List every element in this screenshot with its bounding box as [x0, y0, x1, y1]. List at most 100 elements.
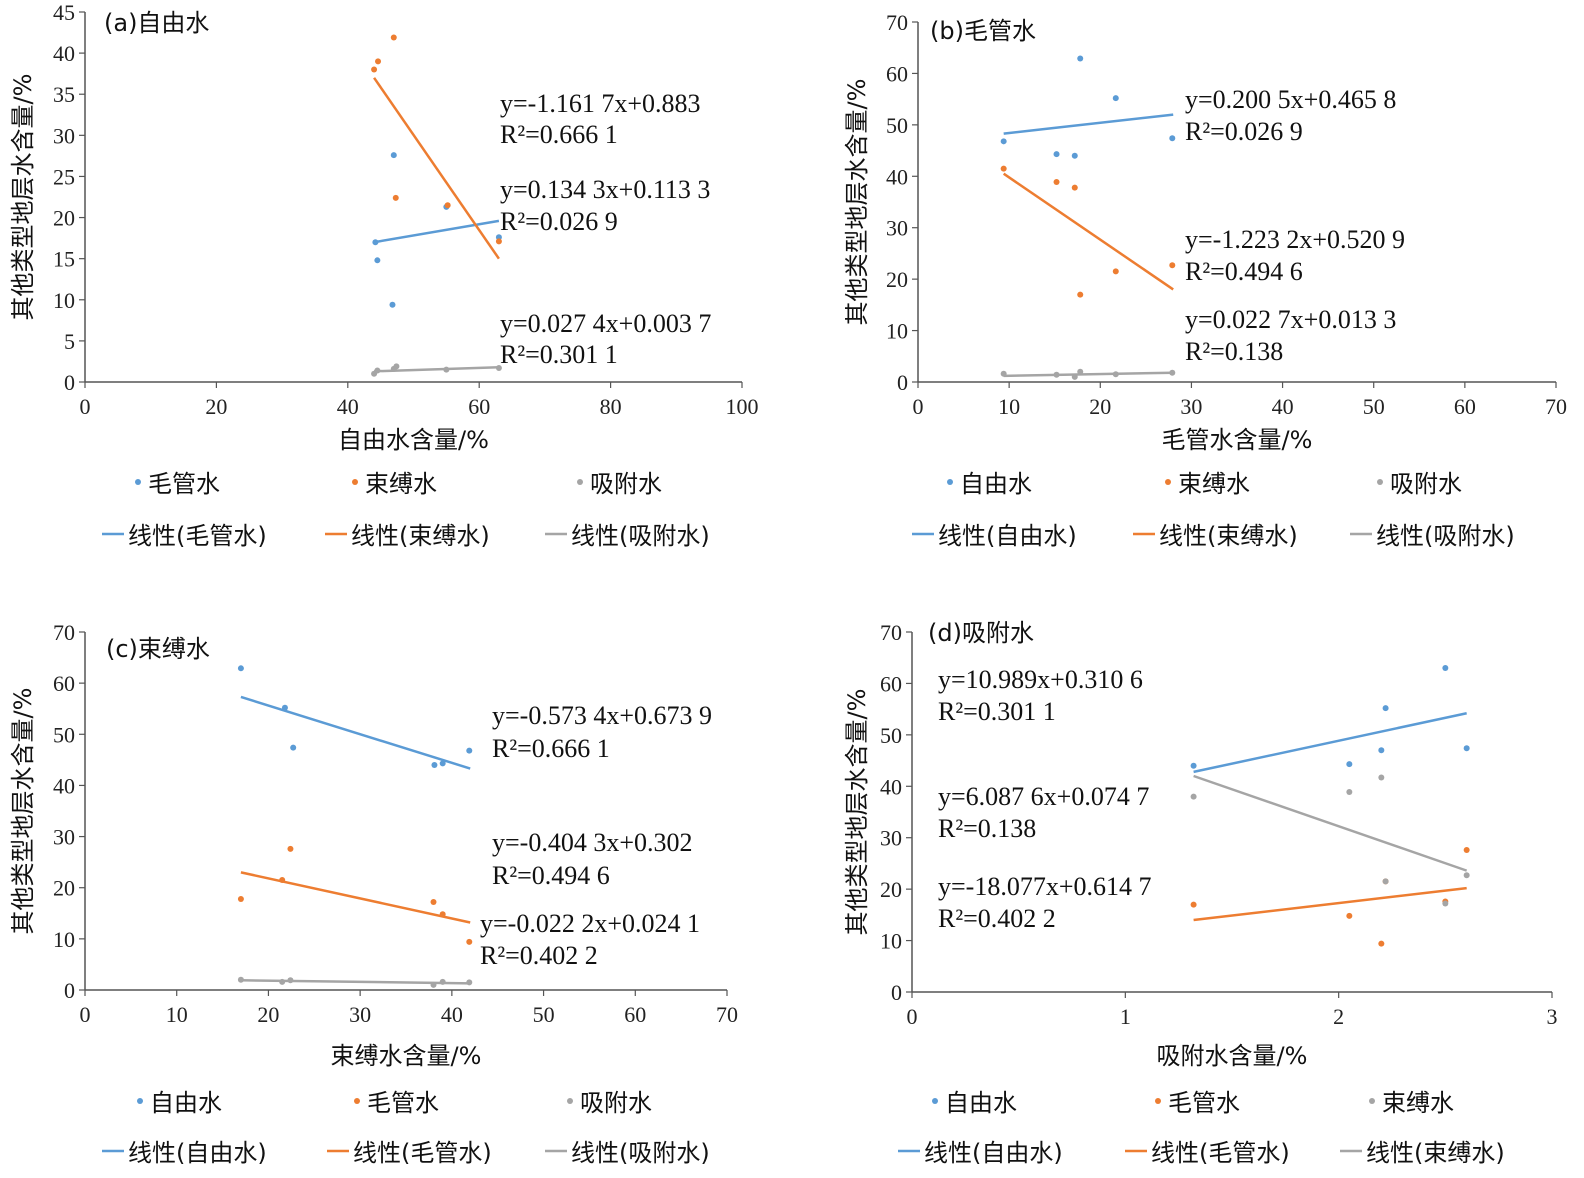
- data-point-orange: [371, 66, 378, 73]
- legend-trend-label: 线性(毛管水): [353, 1139, 492, 1167]
- r-squared-label: R²=0.494 6: [492, 861, 610, 890]
- legend-series-label: 吸附水: [1390, 470, 1462, 498]
- y-tick-label: 40: [53, 41, 75, 66]
- regression-equation: y=-0.022 2x+0.024 1: [480, 909, 700, 938]
- y-tick-label: 30: [53, 123, 75, 148]
- x-tick-label: 0: [80, 1002, 91, 1027]
- data-point-gray: [1190, 793, 1197, 800]
- regression-equation: y=-1.223 2x+0.520 9: [1185, 225, 1405, 254]
- x-axis-label: 吸附水含量/%: [1157, 1042, 1308, 1070]
- legend-trend-label: 线性(束缚水): [1366, 1139, 1505, 1167]
- y-tick-label: 50: [886, 113, 908, 138]
- r-squared-label: R²=0.301 1: [938, 697, 1056, 726]
- y-tick-label: 25: [53, 164, 75, 189]
- data-point-orange: [390, 34, 397, 41]
- legend-marker: [137, 1098, 143, 1104]
- r-squared-label: R²=0.301 1: [500, 340, 618, 369]
- data-point-orange: [375, 58, 382, 65]
- x-tick-label: 10: [166, 1002, 188, 1027]
- y-tick-label: 15: [53, 247, 75, 272]
- x-axis-label: 束缚水含量/%: [331, 1042, 482, 1070]
- data-point-blue: [281, 704, 288, 711]
- trend-line-gray: [1193, 774, 1468, 872]
- data-point-gray: [1112, 371, 1119, 378]
- x-tick-label: 40: [441, 1002, 463, 1027]
- legend-trend-label: 线性(束缚水): [1159, 522, 1298, 550]
- data-point-gray: [374, 367, 381, 374]
- y-tick-label: 20: [880, 877, 902, 902]
- y-tick-label: 60: [886, 61, 908, 86]
- data-point-blue: [237, 665, 244, 672]
- data-point-blue: [290, 744, 297, 751]
- trend-line-gray: [240, 979, 471, 985]
- r-squared-label: R²=0.666 1: [500, 120, 618, 149]
- legend-series-label: 吸附水: [580, 1089, 652, 1117]
- y-tick-label: 35: [53, 82, 75, 107]
- data-point-orange: [495, 238, 502, 245]
- data-point-blue: [1190, 762, 1197, 769]
- data-point-blue: [1378, 747, 1385, 754]
- y-tick-label: 40: [880, 774, 902, 799]
- data-point-orange: [439, 911, 446, 918]
- y-tick-label: 30: [53, 825, 75, 850]
- x-tick-label: 60: [468, 394, 490, 419]
- regression-equation: y=-1.161 7x+0.883: [500, 89, 700, 118]
- legend-marker: [1369, 1098, 1375, 1104]
- chart-title: (a)自由水: [104, 9, 209, 37]
- data-point-gray: [439, 978, 446, 985]
- x-tick-label: 3: [1547, 1004, 1558, 1029]
- data-point-blue: [372, 239, 379, 246]
- regression-equation: y=0.134 3x+0.113 3: [500, 175, 710, 204]
- y-tick-label: 0: [64, 370, 75, 395]
- legend-trend-label: 线性(毛管水): [128, 522, 267, 550]
- x-tick-label: 60: [624, 1002, 646, 1027]
- r-squared-label: R²=0.402 2: [480, 941, 598, 970]
- x-axis-label: 毛管水含量/%: [1162, 426, 1313, 454]
- legend-marker: [577, 479, 583, 485]
- data-point-gray: [237, 976, 244, 983]
- y-tick-label: 10: [886, 319, 908, 344]
- regression-equation: y=6.087 6x+0.074 7: [938, 782, 1149, 811]
- y-tick-label: 0: [891, 980, 902, 1005]
- data-point-blue: [466, 747, 473, 754]
- data-point-blue: [1463, 745, 1470, 752]
- chart-title: (b)毛管水: [930, 17, 1036, 45]
- legend-trend-label: 线性(吸附水): [571, 1139, 710, 1167]
- chart-panel-2: 0 10 20 30 40 50 60 70 0 10 20 30 40 50 60 70 (c)束缚水束缚水含…: [9, 620, 738, 1167]
- trend-line-orange: [373, 77, 500, 260]
- data-point-blue: [1382, 705, 1389, 712]
- chart-panel-0: 0 5 10 15 20 25 30 35 40 45 0 20 40 60 80 100 (a)自由水自由水含…: [9, 0, 759, 550]
- trend-line-orange: [1193, 886, 1467, 922]
- y-tick-label: 20: [53, 206, 75, 231]
- data-point-gray: [466, 979, 473, 986]
- data-point-blue: [390, 152, 397, 159]
- data-point-orange: [237, 895, 244, 902]
- data-point-blue: [1169, 135, 1176, 142]
- legend-trend-label: 线性(自由水): [924, 1139, 1063, 1167]
- data-point-blue: [389, 301, 396, 308]
- chart-title: (d)吸附水: [928, 619, 1034, 647]
- data-point-orange: [1169, 262, 1176, 269]
- y-tick-label: 10: [53, 927, 75, 952]
- data-point-orange: [287, 845, 294, 852]
- data-point-gray: [1169, 369, 1176, 376]
- regression-equation: y=-0.573 4x+0.673 9: [492, 701, 712, 730]
- chart-panel-1: 0 10 20 30 40 50 60 70 0 10 20 30 40 50 60 70 (b)毛管水毛管水含…: [843, 10, 1567, 550]
- legend-series-label: 束缚水: [365, 470, 437, 498]
- r-squared-label: R²=0.026 9: [1185, 117, 1303, 146]
- data-point-blue: [1053, 151, 1060, 158]
- data-point-gray: [1077, 368, 1084, 375]
- legend-marker: [1165, 479, 1171, 485]
- x-tick-label: 20: [257, 1002, 279, 1027]
- data-point-gray: [1346, 788, 1353, 795]
- y-tick-label: 20: [886, 267, 908, 292]
- data-point-orange: [1071, 184, 1078, 191]
- data-point-orange: [1346, 912, 1353, 919]
- r-squared-label: R²=0.026 9: [500, 207, 618, 236]
- legend-series-label: 毛管水: [367, 1089, 439, 1117]
- data-point-blue: [1071, 152, 1078, 159]
- x-tick-label: 0: [907, 1004, 918, 1029]
- data-point-gray: [1378, 774, 1385, 781]
